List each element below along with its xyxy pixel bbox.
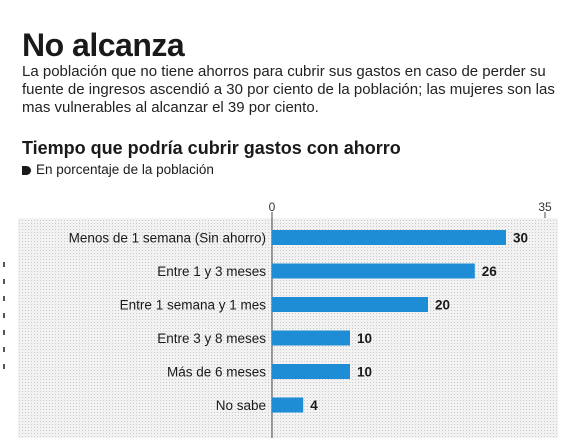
value-label: 30 bbox=[513, 231, 528, 246]
page-title: No alcanza bbox=[22, 27, 185, 63]
bar bbox=[272, 297, 428, 312]
category-label: Más de 6 meses bbox=[167, 365, 266, 380]
value-label: 10 bbox=[357, 331, 372, 346]
chart-subtitle: En porcentaje de la población bbox=[22, 162, 214, 178]
value-label: 10 bbox=[357, 365, 372, 380]
category-label: Entre 1 semana y 1 mes bbox=[120, 298, 267, 313]
bullet-marker-icon bbox=[22, 165, 31, 175]
x-tick-label: 35 bbox=[538, 200, 552, 214]
category-label: Entre 3 y 8 meses bbox=[157, 331, 266, 346]
chart-subtitle-text: En porcentaje de la población bbox=[36, 162, 214, 177]
bar bbox=[272, 397, 304, 413]
bar bbox=[272, 263, 475, 279]
chart-title: Tiempo que podría cubrir gastos con ahor… bbox=[22, 138, 401, 158]
value-label: 4 bbox=[310, 398, 318, 413]
intro-text: La población que no tiene ahorros para c… bbox=[22, 63, 555, 116]
category-label: Menos de 1 semana (Sin ahorro) bbox=[69, 231, 266, 246]
x-tick-label: 0 bbox=[269, 200, 276, 214]
value-label: 26 bbox=[482, 264, 498, 279]
category-label: Entre 1 y 3 meses bbox=[157, 264, 266, 279]
category-label: No sabe bbox=[216, 398, 266, 413]
bar bbox=[272, 330, 350, 346]
value-label: 20 bbox=[435, 298, 450, 313]
left-edge-marks bbox=[2, 262, 8, 381]
bar bbox=[272, 364, 350, 379]
bar bbox=[272, 230, 506, 245]
